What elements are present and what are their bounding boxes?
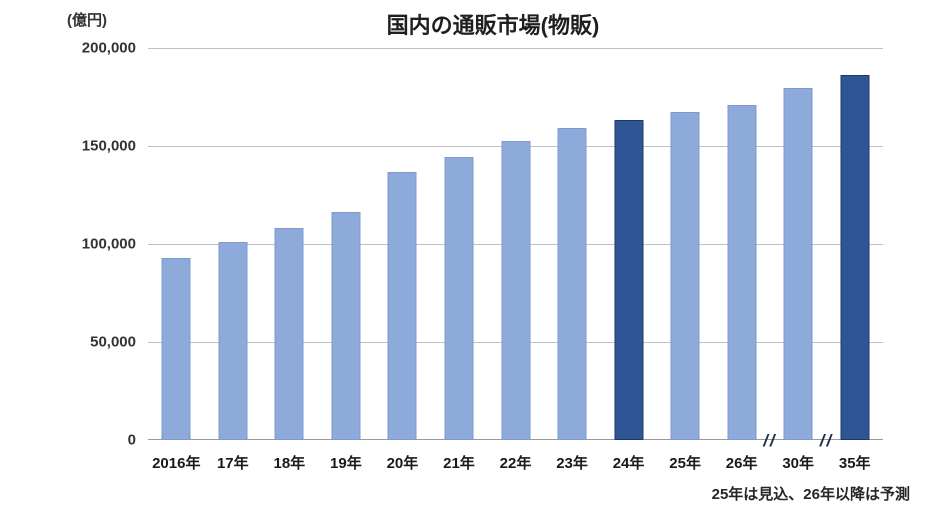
x-tick-label: 25年 bbox=[669, 455, 701, 472]
bar-30年 bbox=[783, 88, 813, 440]
x-tick-label: 17年 bbox=[216, 455, 249, 472]
bar-21年 bbox=[444, 156, 474, 440]
gridline bbox=[148, 48, 883, 49]
bar-20年 bbox=[387, 172, 417, 440]
bar-17年 bbox=[218, 242, 248, 440]
y-tick-label: 0 bbox=[127, 431, 136, 449]
axis-break-mark: // bbox=[763, 430, 777, 450]
bar-19年 bbox=[331, 211, 361, 440]
bar-26年 bbox=[727, 104, 757, 440]
plot-area: 2016年 17年 18年 19年 20年 21年 22年 23年 24年 25年 26年 30年 35… bbox=[148, 48, 883, 472]
bar-24年 bbox=[614, 119, 644, 440]
axis-break-mark: // bbox=[819, 430, 834, 450]
bar-23年 bbox=[557, 128, 587, 440]
x-tick-label: 26年 bbox=[725, 455, 758, 472]
x-tick-label: 18年 bbox=[273, 455, 306, 472]
chart-title: 国内の通販市場(物販) bbox=[386, 13, 600, 38]
x-tick-label: 24年 bbox=[612, 455, 645, 472]
y-tick-label: 150,000 bbox=[81, 137, 136, 155]
x-tick-label: 21年 bbox=[443, 455, 475, 472]
bar-25年 bbox=[670, 111, 700, 440]
x-tick-label: 20年 bbox=[386, 455, 419, 472]
y-axis: 200,000 150,000 100,000 50,000 0 bbox=[0, 40, 136, 449]
bar-35年 bbox=[840, 75, 870, 440]
bar-22年 bbox=[501, 141, 530, 440]
bar-2016年 bbox=[161, 257, 191, 440]
y-tick-label: 50,000 bbox=[90, 333, 136, 351]
x-tick-label: 23年 bbox=[556, 455, 588, 472]
x-tick-label: 19年 bbox=[330, 455, 362, 472]
y-tick-label: 200,000 bbox=[81, 39, 136, 57]
x-tick-label: 2016年 bbox=[152, 455, 201, 472]
x-tick-label: 35年 bbox=[838, 455, 871, 472]
x-tick-label: 30年 bbox=[782, 455, 815, 472]
y-tick-label: 100,000 bbox=[81, 235, 136, 253]
y-axis-unit-label: (億円) bbox=[67, 12, 107, 29]
bar-18年 bbox=[274, 228, 304, 440]
footnote: 25年は見込、26年以降は予測 bbox=[711, 486, 910, 503]
x-tick-label: 22年 bbox=[499, 455, 532, 472]
